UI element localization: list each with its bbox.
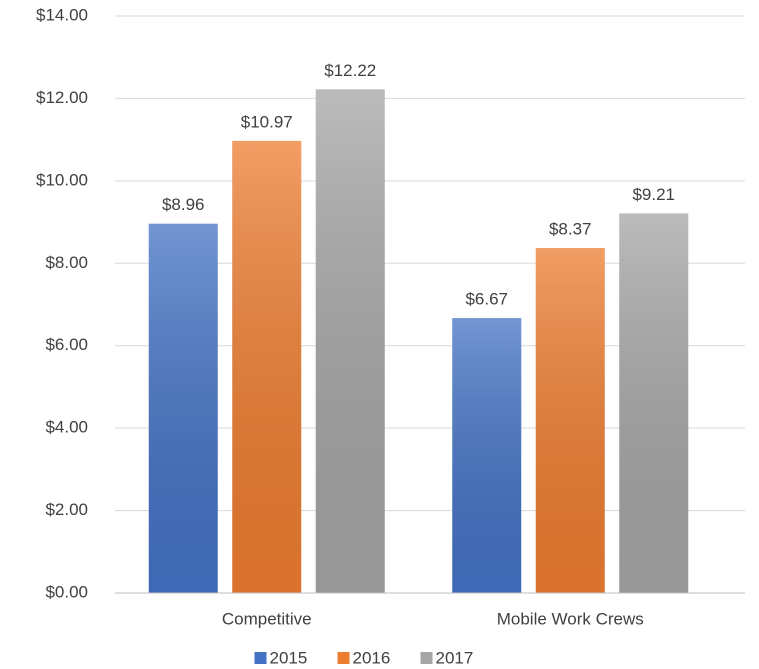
y-tick-label: $10.00: [36, 170, 88, 189]
y-tick-label: $12.00: [36, 88, 88, 107]
legend-label: 2016: [353, 648, 391, 667]
y-tick-label: $0.00: [45, 582, 88, 601]
legend-label: 2017: [436, 648, 474, 667]
y-tick-label: $6.00: [45, 335, 88, 354]
y-tick-label: $14.00: [36, 5, 88, 24]
y-tick-label: $8.00: [45, 253, 88, 272]
value-label: $12.22: [324, 61, 376, 80]
bar-shade: [148, 223, 218, 593]
bar-shade: [315, 89, 385, 594]
bar-shade: [232, 140, 302, 594]
value-label: $10.97: [241, 112, 293, 131]
y-tick-label: $2.00: [45, 500, 88, 519]
legend-label: 2015: [270, 648, 308, 667]
y-tick-label: $4.00: [45, 418, 88, 437]
bar-shade: [452, 318, 522, 593]
bar-shade: [619, 213, 689, 593]
x-tick-label: Competitive: [222, 609, 312, 628]
value-label: $6.67: [465, 290, 508, 309]
legend-swatch: [254, 652, 267, 664]
bar-shade: [535, 248, 605, 593]
value-label: $9.21: [632, 185, 675, 204]
legend-swatch: [337, 652, 350, 664]
x-tick-label: Mobile Work Crews: [497, 609, 644, 628]
legend-swatch: [420, 652, 433, 664]
value-label: $8.96: [162, 195, 205, 214]
value-label: $8.37: [549, 220, 592, 239]
